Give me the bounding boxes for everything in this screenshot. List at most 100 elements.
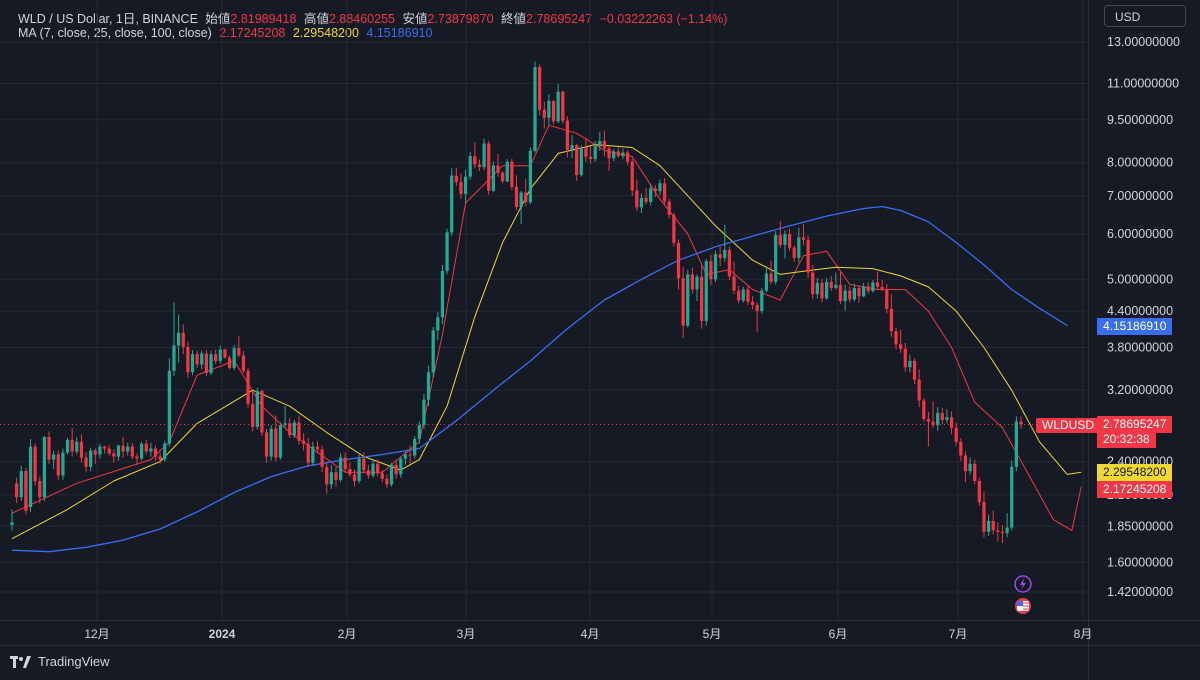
candle-body	[741, 289, 745, 301]
candle-body	[251, 403, 255, 427]
candle-body	[954, 427, 958, 442]
candle-body	[963, 455, 968, 472]
candle-body	[24, 471, 28, 511]
candle-body	[547, 101, 551, 118]
candle-body	[672, 214, 676, 243]
candle-body	[945, 417, 949, 420]
candle-body	[875, 282, 880, 287]
candle-body	[47, 437, 51, 460]
candle-body	[695, 276, 699, 290]
candle-body	[769, 273, 773, 282]
candle-body	[278, 425, 283, 458]
low-label: 安値	[402, 12, 428, 26]
candle-body	[718, 254, 722, 258]
candle-body	[362, 458, 366, 471]
candle-body	[811, 272, 815, 295]
candle-body	[144, 443, 148, 452]
candle-body	[75, 441, 79, 452]
candle-body	[778, 234, 782, 246]
candle-body	[787, 234, 792, 248]
candle-body	[1000, 531, 1005, 534]
candle-body	[450, 175, 454, 233]
candle-body	[260, 390, 264, 433]
candle-body	[866, 286, 870, 292]
candle-body	[139, 443, 144, 459]
candle-body	[829, 281, 833, 288]
candle-body	[195, 354, 199, 365]
candle-body	[815, 282, 819, 295]
candle-body	[343, 457, 347, 469]
candle-body	[936, 412, 940, 426]
y-tick-label: 13.00000000	[1107, 35, 1180, 49]
symbol-title[interactable]: WLD / US Dollar, 1日, BINANCE	[18, 12, 198, 26]
ma7-tag: 2.17245208	[1097, 481, 1173, 498]
candle-body	[551, 101, 556, 122]
ma7-value: 2.17245208	[219, 26, 286, 40]
candle-body	[496, 165, 500, 173]
candle-body	[149, 448, 153, 452]
y-tick-label: 6.00000000	[1107, 227, 1173, 241]
ma-line-ma25	[11, 144, 1082, 540]
candle-body	[426, 372, 431, 400]
candle-body	[334, 472, 338, 480]
candle-body	[524, 192, 528, 203]
candle-body	[1005, 527, 1009, 534]
candle-body	[116, 445, 121, 457]
candle-body	[885, 288, 889, 309]
ma-label[interactable]: MA (7, close, 25, close, 100, close)	[18, 26, 212, 40]
currency-button[interactable]: USD	[1104, 5, 1186, 27]
candle-body	[852, 287, 856, 300]
candle-body	[163, 443, 167, 460]
candle-body	[19, 471, 23, 498]
y-tick-label: 1.60000000	[1107, 555, 1173, 569]
candle-body	[579, 147, 583, 176]
candle-body	[473, 156, 477, 165]
candle-body	[301, 440, 306, 444]
candle-body	[38, 481, 42, 498]
candle-body	[93, 450, 97, 455]
candle-body	[639, 197, 644, 208]
open-value: 2.81989418	[230, 12, 297, 26]
candle-body	[376, 463, 380, 474]
candle-body	[959, 441, 963, 456]
close-value: 2.78695247	[526, 12, 593, 26]
candle-body	[403, 454, 408, 459]
candle-body	[491, 165, 495, 191]
candle-body	[338, 457, 343, 480]
ma100-tag: 4.15186910	[1097, 318, 1173, 335]
candle-body	[538, 67, 542, 110]
candle-body	[292, 422, 296, 436]
candle-body	[200, 353, 204, 365]
candle-body	[903, 348, 907, 368]
candle-body	[10, 522, 14, 525]
candle-body	[510, 161, 514, 187]
ma25-tag: 2.29548200	[1097, 464, 1173, 481]
candle-body	[635, 190, 639, 208]
candle-body	[700, 276, 704, 321]
low-value: 2.73879870	[427, 12, 494, 26]
high-label: 高値	[303, 12, 329, 26]
candle-body	[121, 445, 125, 452]
x-tick-label: 6月	[829, 627, 848, 641]
candle-body	[112, 453, 116, 457]
candle-body	[644, 197, 648, 202]
candle-body	[542, 109, 546, 118]
candle-body	[658, 183, 662, 192]
candle-body	[704, 261, 708, 321]
candle-body	[348, 468, 352, 475]
candle-body	[899, 344, 903, 349]
candle-body	[218, 349, 222, 361]
ma25-value: 2.29548200	[292, 26, 359, 40]
candle-body	[394, 464, 398, 475]
tradingview-logo[interactable]: TradingView	[10, 654, 110, 669]
candle-body	[227, 357, 232, 368]
candle-body	[1014, 421, 1018, 467]
candle-body	[98, 446, 102, 455]
candle-body	[126, 446, 130, 452]
candle-body	[269, 428, 273, 457]
candle-body	[519, 192, 523, 208]
candle-body	[283, 423, 287, 426]
candle-body	[255, 390, 259, 427]
candle-body	[973, 463, 977, 482]
